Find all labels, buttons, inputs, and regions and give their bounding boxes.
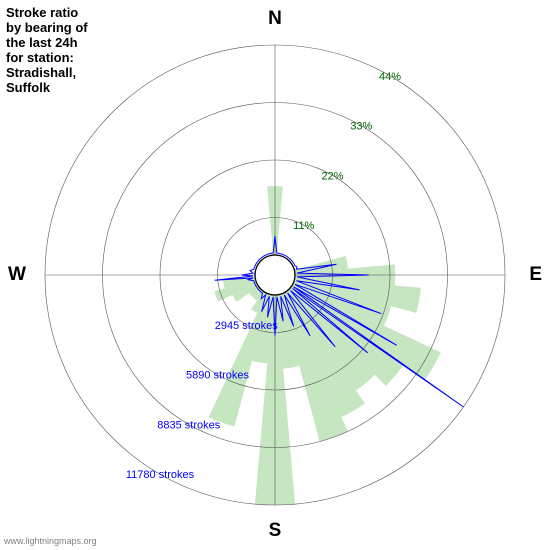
pct-ring-label: 11% — [293, 220, 314, 232]
attribution-text: www.lightningmaps.org — [4, 536, 97, 546]
polar-chart-svg: 11% 22% 33% 44% 2945 strokes 5890 strokes 8835… — [0, 0, 550, 550]
hub-circle — [255, 255, 295, 295]
pct-ring-label: 33% — [350, 121, 372, 133]
pct-ring-label: 44% — [379, 71, 401, 83]
strokes-ring-label: 2945 strokes — [215, 320, 278, 332]
strokes-ring-label: 5890 strokes — [186, 370, 249, 382]
strokes-ring-label: 11780 strokes — [126, 469, 195, 481]
strokes-ring-label: 8835 strokes — [157, 419, 220, 431]
pct-ring-label: 22% — [321, 170, 343, 182]
polar-chart-container: Stroke ratio by bearing of the last 24h … — [0, 0, 550, 550]
